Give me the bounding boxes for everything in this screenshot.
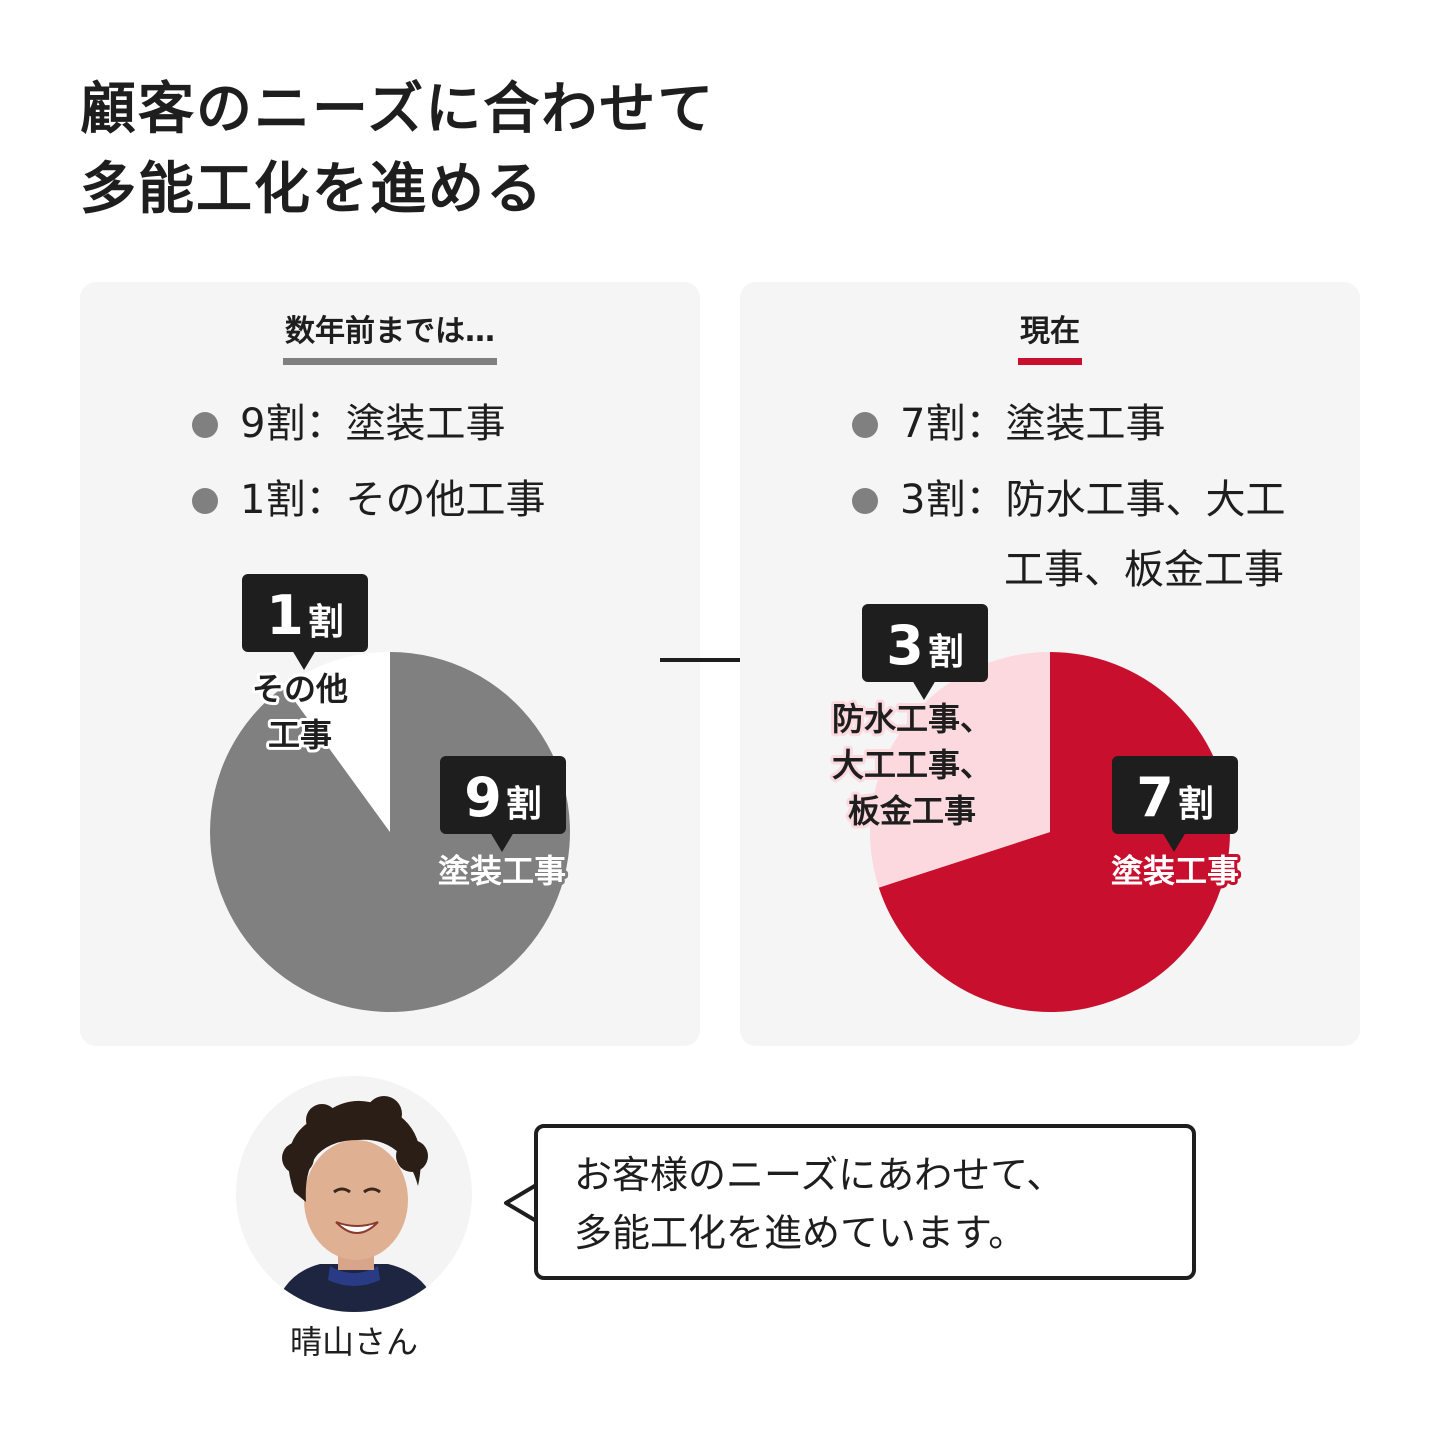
legend-before: 9割：塗装工事 1割：その他工事 xyxy=(192,386,545,538)
title-line-2: 多能工化を進める xyxy=(80,157,544,222)
legend-text: 7割：塗装工事 xyxy=(900,401,1166,447)
panel-before: 数年前までは… 9割：塗装工事 1割：その他工事 9 割塗装工事 1 割その他工事 xyxy=(80,282,700,1046)
quote-line-2: 多能工化を進めています。 xyxy=(574,1211,1027,1255)
slice-label: その他工事 xyxy=(252,670,348,754)
speech-bubble-tail xyxy=(504,1182,540,1224)
legend-item: 9割：塗装工事 xyxy=(192,386,545,462)
speech-bubble: お客様のニーズにあわせて、 多能工化を進めています。 xyxy=(534,1124,1196,1280)
pie-slice xyxy=(284,652,390,832)
legend-dot-icon xyxy=(852,488,878,514)
slice-label: 防水工事、大工工事、板金工事 xyxy=(832,700,992,830)
legend-item: 1割：その他工事 xyxy=(192,462,545,538)
panel-heading-before: 数年前までは… xyxy=(283,310,497,365)
quote-text: お客様のニーズにあわせて、 多能工化を進めています。 xyxy=(574,1146,1064,1262)
slice-label: 塗装工事 xyxy=(438,852,566,890)
legend-now: 7割：塗装工事 3割：防水工事、大工 工事、板金工事 xyxy=(852,386,1285,602)
legend-dot-icon xyxy=(852,412,878,438)
title-line-1: 顧客のニーズに合わせて xyxy=(80,77,716,142)
quote-line-1: お客様のニーズにあわせて、 xyxy=(574,1153,1065,1197)
panel-now: 現在 7割：塗装工事 3割：防水工事、大工 工事、板金工事 7 割塗装工事 3 割防水… xyxy=(740,282,1360,1046)
legend-dot-icon xyxy=(192,412,218,438)
legend-text: 3割：防水工事、大工 xyxy=(900,477,1286,523)
slice-label: 塗装工事 xyxy=(1111,852,1239,890)
pie-slice xyxy=(878,652,1230,1012)
legend-text-continued: 工事、板金工事 xyxy=(1004,547,1284,593)
person-photo-icon xyxy=(236,1076,472,1312)
page-title: 顧客のニーズに合わせて 多能工化を進める xyxy=(80,70,715,230)
pie-slice xyxy=(870,652,1050,888)
legend-item: 3割：防水工事、大工 工事、板金工事 xyxy=(852,462,1285,602)
legend-text: 1割：その他工事 xyxy=(240,477,546,523)
legend-item: 7割：塗装工事 xyxy=(852,386,1285,462)
legend-dot-icon xyxy=(192,488,218,514)
person-name: 晴山さん xyxy=(289,1323,418,1361)
panel-heading-now: 現在 xyxy=(1018,310,1082,365)
legend-text: 9割：塗装工事 xyxy=(240,401,506,447)
